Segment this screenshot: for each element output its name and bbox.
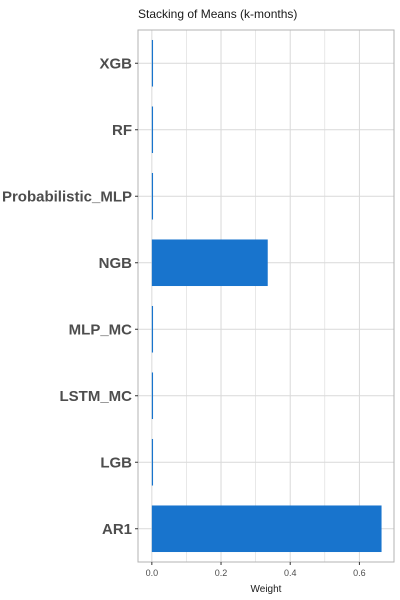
x-tick-label: 0.6 [353,568,366,578]
bar-mlp-mc [151,305,154,353]
bar-probabilistic-mlp [151,172,154,220]
bar-lgb [151,438,154,486]
bar-xgb [151,39,154,87]
y-tick-label: LSTM_MC [60,388,133,405]
y-axis-ticks: XGB RF Probabilistic_MLP NGB MLP_MC LSTM_MC LG… [2,55,138,538]
y-tick-label: MLP_MC [69,321,133,338]
y-tick-label: Probabilistic_MLP [2,188,132,205]
x-tick-label: 0.0 [146,568,159,578]
x-axis-ticks: 0.0 0.2 0.4 0.6 [146,562,366,578]
y-tick-label: NGB [99,255,133,272]
bar-ngb [151,239,268,287]
y-tick-label: LGB [100,454,132,471]
chart-title: Stacking of Means (k-months) [138,7,297,21]
y-tick-label: XGB [99,55,132,72]
x-tick-label: 0.2 [215,568,228,578]
bar-ar1 [151,505,382,553]
bars [151,39,382,553]
bar-rf [151,106,154,154]
x-tick-label: 0.4 [284,568,297,578]
panel-border [137,29,395,563]
bar-lstm-mc [151,372,154,420]
x-axis-label: Weight [251,584,282,595]
y-tick-label: RF [112,122,132,139]
y-tick-label: AR1 [102,521,132,538]
